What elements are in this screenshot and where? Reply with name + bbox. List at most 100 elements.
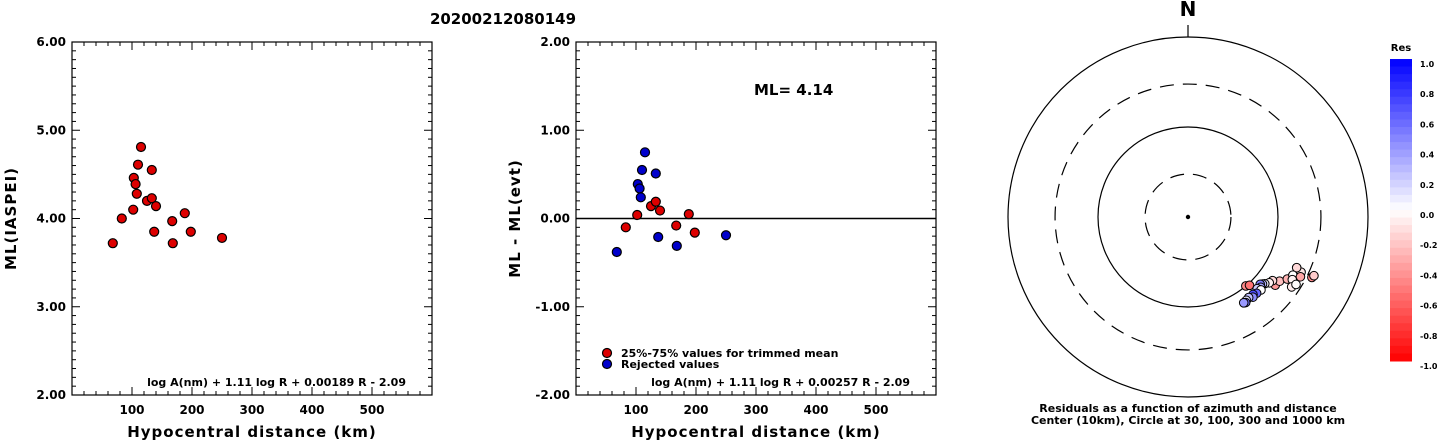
caption-line-2: Center (10km), Circle at 30, 100, 300 an… — [1031, 414, 1345, 427]
colorbar-segment — [1390, 315, 1412, 324]
data-point-accepted — [150, 201, 162, 212]
data-point-accepted — [167, 238, 178, 249]
colorbar-segment — [1390, 270, 1412, 279]
distance-ring — [1054, 83, 1322, 351]
colorbar-segment — [1390, 81, 1412, 90]
legend-marker-accepted — [601, 347, 613, 359]
y-axis-label: ML(IASPEI) — [2, 167, 20, 270]
colorbar-tick-label: -0.6 — [1420, 302, 1437, 311]
colorbar-segment — [1390, 111, 1412, 120]
colorbar-segment — [1390, 300, 1412, 309]
data-point-accepted — [216, 232, 228, 244]
legend-label: 25%-75% values for trimmed mean — [621, 347, 838, 360]
data-point-rejected — [635, 192, 646, 203]
colorbar-segment — [1390, 353, 1412, 362]
colorbar-title: Res — [1391, 43, 1411, 54]
colorbar-segment — [1390, 255, 1412, 264]
magnitude-distance-plot: 100 200 300 400 500 2.00 3.00 4.00 5.00 6.00 Hypoc… — [2, 35, 433, 441]
x-tick-label: 200 — [683, 403, 708, 417]
colorbar-segment — [1390, 119, 1412, 128]
y-tick-label: 3.00 — [36, 300, 66, 314]
ml-value-label: ML= 4.14 — [754, 81, 833, 99]
colorbar-segment — [1390, 66, 1412, 75]
colorbar-segment — [1390, 194, 1412, 203]
colorbar-segment — [1390, 179, 1412, 188]
y-tick-label: 5.00 — [36, 123, 66, 137]
event-id-title: 20200212080149 — [430, 10, 576, 28]
colorbar-segment — [1390, 126, 1412, 135]
north-label: N — [1180, 0, 1197, 21]
data-point-accepted — [620, 222, 631, 233]
colorbar-segment — [1390, 247, 1412, 256]
data-point-accepted — [179, 208, 190, 219]
data-point-accepted — [146, 164, 157, 176]
data-point-accepted — [167, 216, 178, 227]
x-axis-label: Hypocentral distance (km) — [631, 423, 881, 441]
data-point-accepted — [632, 209, 643, 221]
x-tick-label: 300 — [743, 403, 768, 417]
residual-point — [1295, 271, 1306, 282]
colorbar-segment — [1390, 217, 1412, 226]
data-point-accepted — [128, 204, 139, 215]
colorbar-segment — [1390, 338, 1412, 347]
colorbar-segment — [1390, 240, 1412, 249]
x-tick-label: 500 — [359, 403, 384, 417]
y-tick-label: -2.00 — [535, 388, 570, 402]
data-point-accepted — [149, 226, 160, 237]
colorbar-segment — [1390, 89, 1412, 98]
data-point-accepted — [146, 193, 157, 204]
legend-marker-rejected — [601, 358, 613, 370]
x-tick-label: 200 — [179, 403, 204, 417]
data-point-rejected — [650, 168, 661, 179]
colorbar-tick-label: 0.0 — [1420, 211, 1435, 220]
residual-point — [1238, 298, 1249, 308]
y-tick-label: 6.00 — [36, 35, 66, 49]
caption-line-1: Residuals as a function of azimuth and d… — [1039, 402, 1336, 415]
data-point-accepted — [683, 208, 694, 220]
distance-ring — [1144, 173, 1232, 261]
colorbar-segment — [1390, 285, 1412, 294]
colorbar-tick-label: 1.0 — [1420, 60, 1435, 69]
colorbar-segment — [1390, 330, 1412, 339]
colorbar-tick-label: -0.4 — [1420, 271, 1437, 280]
residual-colorbar: Res 1.0 0.8 0.6 0.4 0.2 0.0 -0.2 -0.4 -0.6 -0.8 -1.… — [1390, 43, 1437, 371]
colorbar-segment — [1390, 59, 1412, 68]
colorbar-tick-label: 0.4 — [1420, 151, 1435, 160]
colorbar-segment — [1390, 142, 1412, 151]
data-point-accepted — [650, 196, 661, 207]
colorbar-segment — [1390, 74, 1412, 83]
data-point-rejected — [671, 240, 682, 251]
colorbar-tick-label: -1.0 — [1420, 362, 1437, 371]
data-point-accepted — [130, 178, 141, 190]
colorbar-segment — [1390, 172, 1412, 181]
colorbar-tick-label: -0.8 — [1420, 332, 1437, 341]
residual-distance-plot: 100 200 300 400 500 -2.00 -1.00 0.00 1.00 2.00 Hyp… — [506, 35, 937, 441]
colorbar-segment — [1390, 210, 1412, 219]
data-point-rejected — [634, 183, 645, 194]
data-point-accepted — [107, 238, 118, 249]
data-point-rejected — [653, 231, 664, 243]
residual-point — [1291, 279, 1301, 290]
residual-point — [1244, 280, 1255, 291]
data-point-rejected — [720, 230, 732, 241]
x-tick-label: 300 — [239, 403, 264, 417]
x-axis-label: Hypocentral distance (km) — [127, 423, 377, 441]
colorbar-segment — [1390, 277, 1412, 286]
y-tick-label: 2.00 — [540, 35, 570, 49]
colorbar-segment — [1390, 308, 1412, 317]
colorbar-segment — [1390, 157, 1412, 166]
y-tick-label: 2.00 — [36, 388, 66, 402]
formula-annotation: log A(nm) + 1.11 log R + 0.00257 R - 2.0… — [651, 376, 910, 389]
azimuth-residual-plot: N Residuals as a function of azimuth and … — [1007, 0, 1369, 427]
colorbar-segment — [1390, 232, 1412, 241]
data-point-accepted — [185, 226, 196, 237]
colorbar-segment — [1390, 262, 1412, 271]
colorbar-segment — [1390, 345, 1412, 354]
data-point-accepted — [116, 213, 127, 224]
colorbar-tick-label: 0.8 — [1420, 90, 1435, 99]
y-tick-label: 0.00 — [540, 212, 570, 226]
formula-annotation: log A(nm) + 1.11 log R + 0.00189 R - 2.0… — [147, 376, 406, 389]
x-tick-label: 500 — [863, 403, 888, 417]
x-tick-label: 400 — [803, 403, 828, 417]
data-point-accepted — [131, 188, 142, 199]
